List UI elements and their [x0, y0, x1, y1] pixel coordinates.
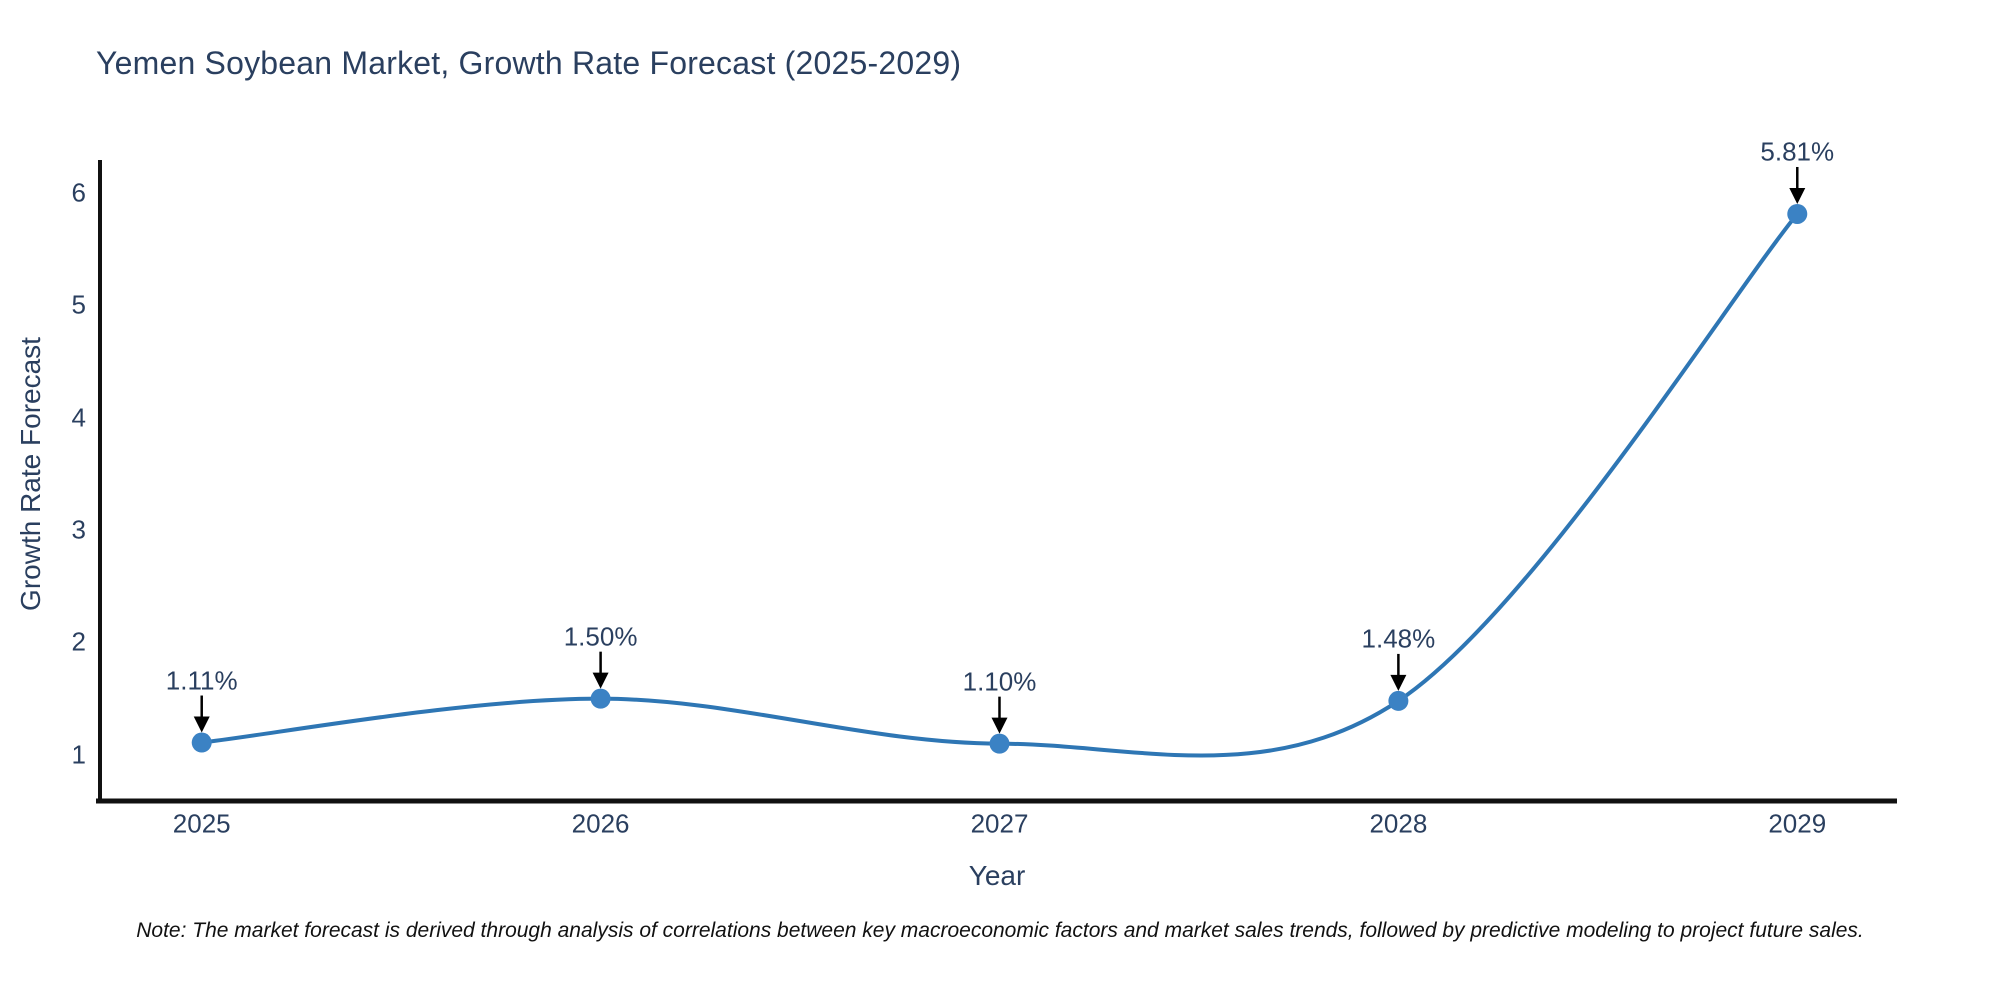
x-tick-2027: 2027	[970, 808, 1029, 839]
annotation-label-2027: 1.10%	[962, 666, 1037, 697]
annotation-arrowhead	[991, 717, 1008, 734]
x-tick-2026: 2026	[571, 808, 630, 839]
y-tick-6: 6	[71, 177, 86, 208]
footnote: Note: The market forecast is derived thr…	[136, 919, 1864, 942]
data-point-2025[interactable]	[191, 732, 212, 753]
data-point-2028[interactable]	[1388, 690, 1409, 711]
y-axis-title: Growth Rate Forecast	[15, 337, 46, 611]
x-tick-2028: 2028	[1369, 808, 1428, 839]
annotation-arrowhead	[193, 716, 210, 733]
annotation-label-2028: 1.48%	[1361, 623, 1436, 654]
annotation-label-2025: 1.11%	[165, 665, 238, 696]
trend-line	[201, 212, 1799, 758]
data-point-2029[interactable]	[1787, 203, 1808, 224]
data-point-2026[interactable]	[590, 688, 611, 709]
y-tick-5: 5	[71, 289, 86, 320]
annotation-arrowhead	[592, 672, 609, 689]
annotation-label-2029: 5.81%	[1760, 136, 1835, 167]
y-tick-2: 2	[71, 626, 86, 657]
annotation-label-2026: 1.50%	[563, 621, 638, 652]
x-tick-2025: 2025	[172, 808, 231, 839]
y-tick-3: 3	[71, 514, 86, 545]
annotation-arrowhead	[1789, 187, 1806, 204]
x-tick-2029: 2029	[1768, 808, 1827, 839]
chart-title: Yemen Soybean Market, Growth Rate Foreca…	[96, 45, 962, 81]
y-tick-4: 4	[71, 402, 86, 433]
y-tick-1: 1	[71, 739, 86, 770]
data-point-2027[interactable]	[989, 733, 1010, 754]
annotation-arrowhead	[1390, 674, 1407, 691]
x-axis-title: Year	[968, 860, 1026, 891]
